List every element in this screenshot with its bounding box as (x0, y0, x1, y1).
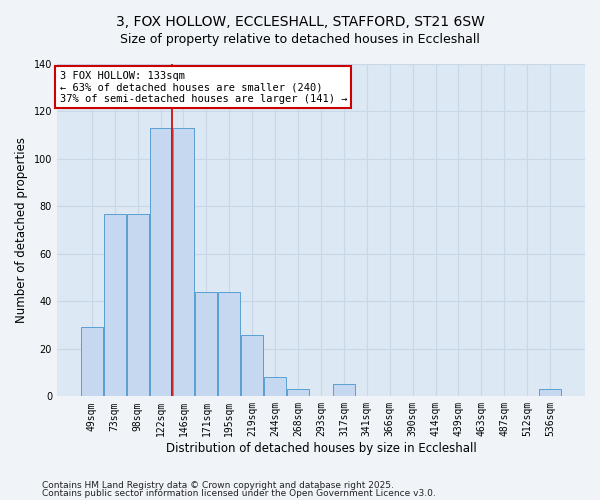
Bar (81, 328, 103, 396)
Bar (104, 214, 125, 396)
X-axis label: Distribution of detached houses by size in Eccleshall: Distribution of detached houses by size … (166, 442, 476, 455)
Text: Size of property relative to detached houses in Eccleshall: Size of property relative to detached ho… (120, 32, 480, 46)
Bar (264, 378, 286, 396)
Y-axis label: Number of detached properties: Number of detached properties (15, 137, 28, 323)
Bar (127, 214, 149, 396)
Bar (539, 389, 561, 396)
Bar (196, 292, 217, 397)
Bar (333, 384, 355, 396)
Text: 3 FOX HOLLOW: 133sqm
← 63% of detached houses are smaller (240)
37% of semi-deta: 3 FOX HOLLOW: 133sqm ← 63% of detached h… (59, 70, 347, 104)
Text: Contains HM Land Registry data © Crown copyright and database right 2025.: Contains HM Land Registry data © Crown c… (42, 480, 394, 490)
Bar (173, 128, 194, 396)
Bar (218, 292, 240, 397)
Bar (241, 334, 263, 396)
Text: Contains public sector information licensed under the Open Government Licence v3: Contains public sector information licen… (42, 489, 436, 498)
Bar (149, 128, 172, 396)
Text: 3, FOX HOLLOW, ECCLESHALL, STAFFORD, ST21 6SW: 3, FOX HOLLOW, ECCLESHALL, STAFFORD, ST2… (116, 15, 484, 29)
Bar (287, 389, 309, 396)
